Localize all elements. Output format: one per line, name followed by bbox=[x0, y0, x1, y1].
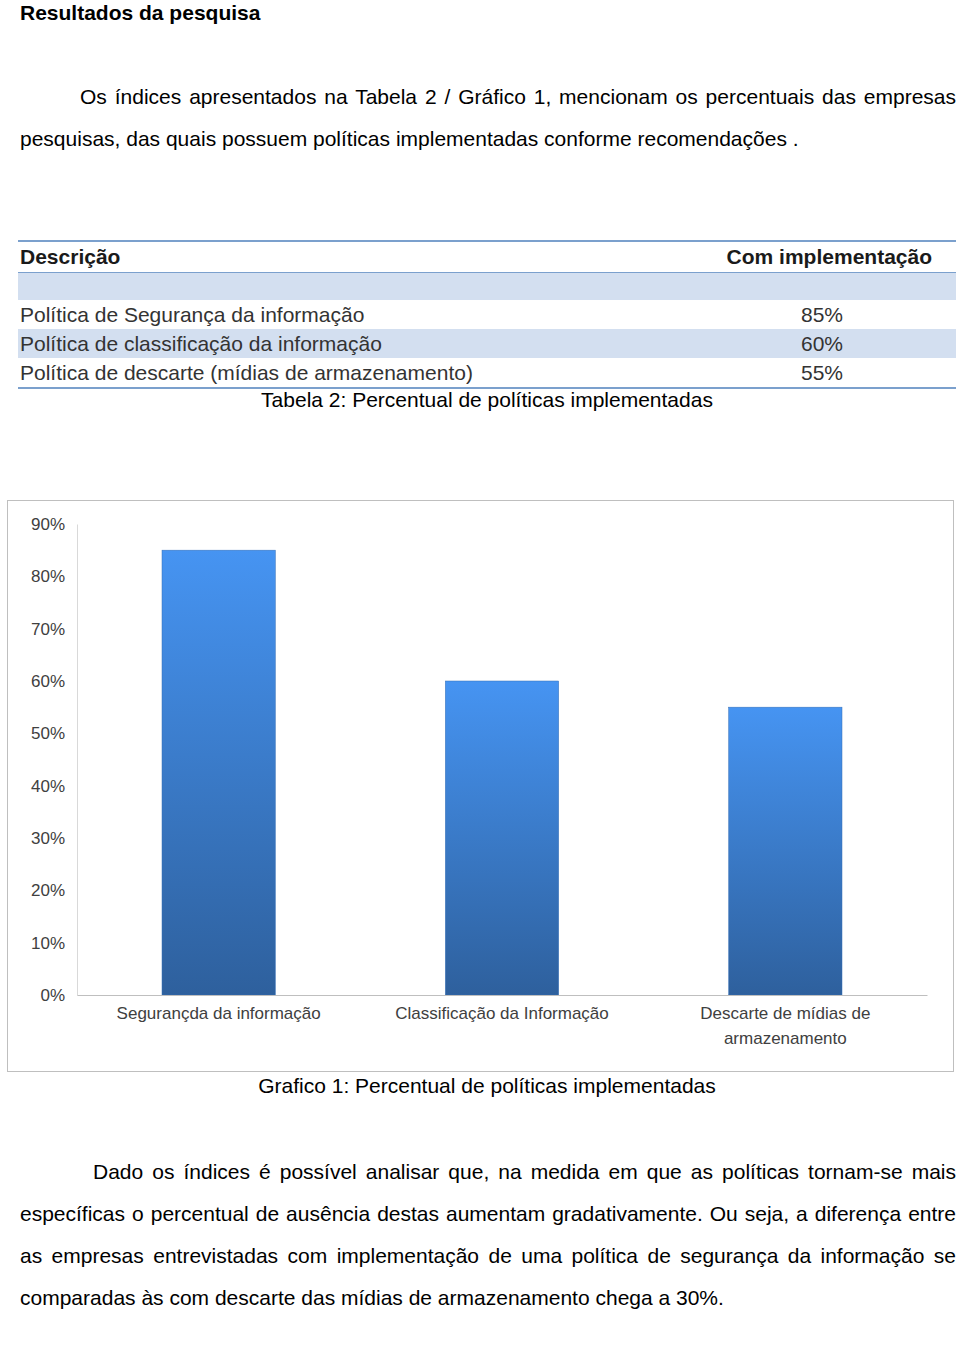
x-tick: Descarte de mídias dearmazenamento bbox=[700, 995, 870, 1048]
table-row: Política de Segurança da informação85% bbox=[18, 300, 956, 329]
y-tick-label: 60% bbox=[31, 672, 65, 691]
chart: 0% 10% 20% 30% 40% 50% 60% 70% 80% 90% Segurançda … bbox=[7, 500, 954, 1072]
table-header-row: DescriçãoCom implementação bbox=[18, 241, 956, 273]
bar bbox=[445, 681, 558, 995]
chart-caption: Grafico 1: Percentual de políticas imple… bbox=[18, 1074, 956, 1098]
y-axis-line bbox=[77, 525, 78, 996]
table-cell: 55% bbox=[642, 358, 956, 388]
intro-paragraph: Os índices apresentados na Tabela 2 / Gr… bbox=[20, 76, 956, 160]
y-tick-label: 0% bbox=[40, 986, 65, 1005]
y-tick: 60% bbox=[31, 672, 77, 691]
table-cell: 85% bbox=[642, 300, 956, 329]
table-row: Política de classificação da informação6… bbox=[18, 329, 956, 358]
y-tick: 40% bbox=[31, 777, 77, 796]
y-tick: 70% bbox=[31, 620, 77, 639]
heading: Resultados da pesquisa bbox=[20, 0, 260, 26]
x-axis: Segurançda da informação Classificação da… bbox=[78, 995, 928, 1048]
y-axis: 0% 10% 20% 30% 40% 50% 60% 70% 80% 90% bbox=[31, 515, 78, 1005]
y-tick: 50% bbox=[31, 724, 77, 743]
table-cell: 60% bbox=[642, 329, 956, 358]
policy-table: DescriçãoCom implementaçãoPolítica de Se… bbox=[18, 240, 956, 389]
table-cell: Política de Segurança da informação bbox=[18, 300, 642, 329]
bars bbox=[162, 550, 842, 995]
y-tick-label: 50% bbox=[31, 724, 65, 743]
table-cell: Política de classificação da informação bbox=[18, 329, 642, 358]
y-tick-label: 20% bbox=[31, 881, 65, 900]
bar bbox=[162, 550, 275, 995]
y-tick: 90% bbox=[31, 515, 77, 534]
y-tick: 20% bbox=[31, 881, 77, 900]
bar bbox=[729, 707, 842, 995]
table-band-cell bbox=[18, 273, 956, 301]
page: Resultados da pesquisa Os índices apresen… bbox=[0, 0, 960, 1359]
table-cell: Política de descarte (mídias de armazena… bbox=[18, 358, 642, 388]
y-tick-label: 10% bbox=[31, 934, 65, 953]
x-tick: Segurançda da informação bbox=[117, 995, 321, 1023]
table-row: Política de descarte (mídias de armazena… bbox=[18, 358, 956, 388]
y-tick-label: 40% bbox=[31, 777, 65, 796]
table-band bbox=[18, 273, 956, 301]
table-caption: Tabela 2: Percentual de políticas implem… bbox=[18, 388, 956, 412]
y-tick-label: 30% bbox=[31, 829, 65, 848]
y-tick: 80% bbox=[31, 567, 77, 586]
y-tick: 0% bbox=[40, 986, 77, 1005]
y-tick-label: 90% bbox=[31, 515, 65, 534]
x-tick-label: Classificação da Informação bbox=[395, 1004, 609, 1023]
x-tick-label: Descarte de mídias dearmazenamento bbox=[700, 1004, 870, 1048]
y-tick-label: 80% bbox=[31, 567, 65, 586]
y-tick: 30% bbox=[31, 829, 77, 848]
table-header-cell: Descrição bbox=[18, 241, 642, 273]
x-tick-label: Segurançda da informação bbox=[117, 1004, 321, 1023]
x-axis-line bbox=[78, 995, 928, 996]
analysis-paragraph: Dado os índices é possível analisar que,… bbox=[20, 1151, 956, 1319]
y-tick-label: 70% bbox=[31, 620, 65, 639]
chart-frame bbox=[8, 501, 954, 1072]
table-header-cell: Com implementação bbox=[642, 241, 956, 273]
x-tick: Classificação da Informação bbox=[395, 995, 609, 1023]
y-tick: 10% bbox=[31, 934, 77, 953]
